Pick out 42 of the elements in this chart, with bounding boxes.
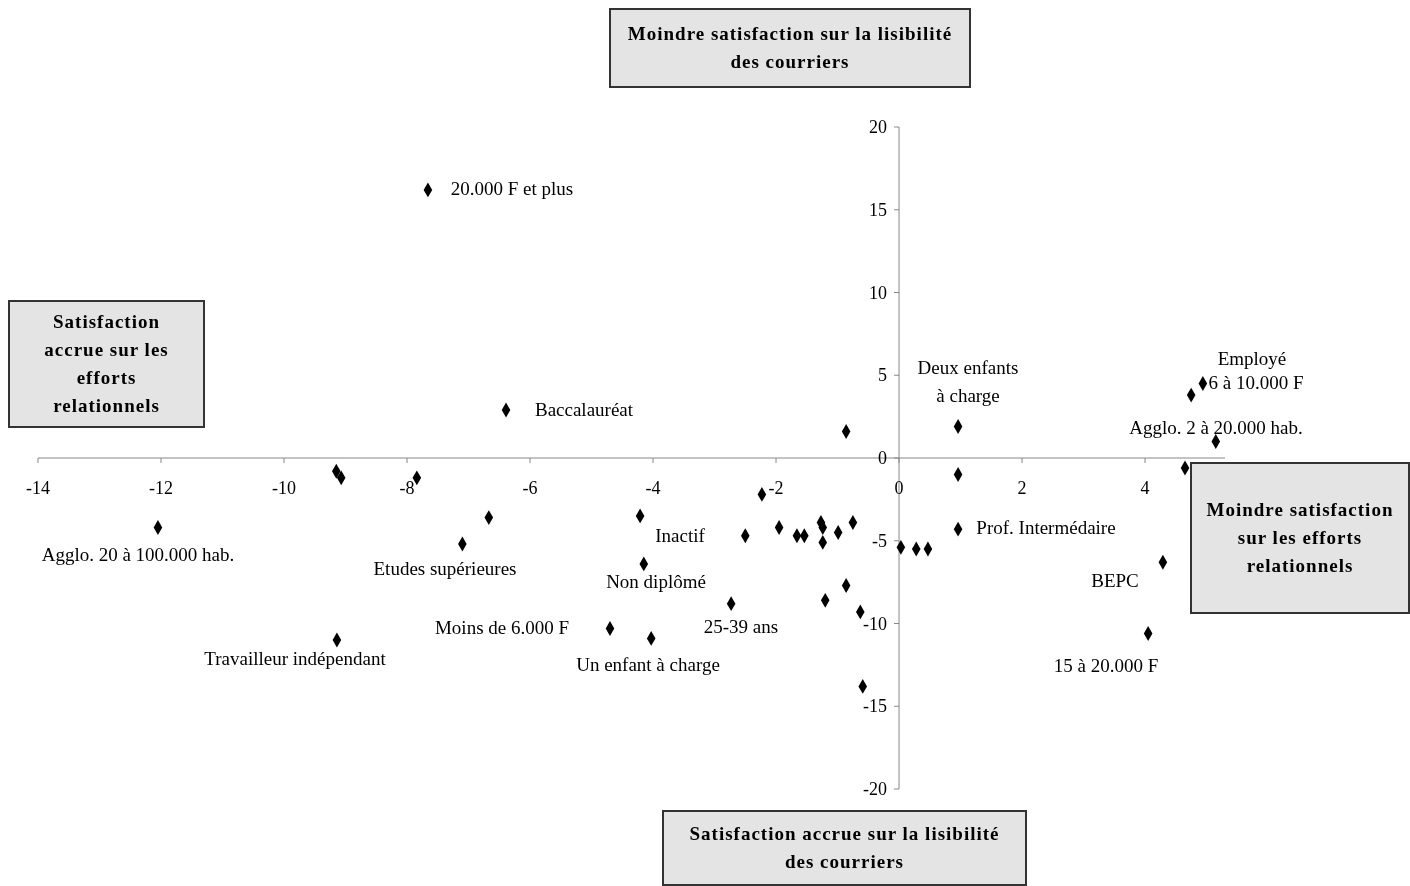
annotation: Un enfant à charge <box>576 654 720 675</box>
annotation: Baccalauréat <box>534 399 634 420</box>
text-box: Satisfaction accrue sur la lisibilité des courriers <box>662 810 1027 886</box>
annotation: 25-39 ans <box>703 616 779 637</box>
x-tick-label: -12 <box>149 478 174 498</box>
y-tick-label: 5 <box>878 365 888 386</box>
y-tick-label: -5 <box>872 530 888 551</box>
x-tick-label: -14 <box>26 478 50 498</box>
text-box: Moindre satisfaction sur les efforts relationnels <box>1190 462 1410 614</box>
annotation: Employé <box>1217 348 1287 369</box>
annotation: Agglo. 2 à 20.000 hab. <box>1129 417 1303 438</box>
annotation: Agglo. 20 à 100.000 hab. <box>41 544 235 565</box>
y-tick-label: 20 <box>869 117 888 137</box>
x-tick-label: -8 <box>399 478 415 498</box>
y-tick-label: 10 <box>869 282 888 303</box>
annotation: BEPC <box>1091 570 1139 591</box>
annotation: Travailleur indépendant <box>204 648 387 669</box>
y-tick-label: -20 <box>863 779 888 799</box>
x-tick-label: -10 <box>272 478 297 498</box>
annotation: Moins de 6.000 F <box>434 617 570 638</box>
x-tick-label: 2 <box>1017 478 1027 498</box>
x-tick-label: -6 <box>522 478 538 498</box>
text-box: Moindre satisfaction sur la lisibilité des courriers <box>609 8 971 88</box>
annotation: Non diplômé <box>606 571 706 592</box>
annotation: 20.000 F et plus <box>450 178 574 199</box>
y-tick-label: -15 <box>863 696 888 717</box>
annotation: 6 à 10.000 F <box>1208 372 1304 393</box>
x-tick-label: 0 <box>894 478 904 498</box>
annotation: Deux enfants à charge <box>917 357 1019 406</box>
annotation: Satisfaction accrue sur les efforts relationnels <box>43 310 170 418</box>
x-tick-label: -2 <box>768 478 784 498</box>
y-tick-label: -10 <box>863 613 888 634</box>
text-box: Satisfaction accrue sur les efforts relationnels <box>8 300 205 428</box>
annotation: Moindre satisfaction sur les efforts relationnels <box>1206 498 1394 578</box>
annotation: Inactif <box>655 525 706 546</box>
annotation: Etudes supérieures <box>373 558 517 579</box>
y-tick-label: 0 <box>878 448 888 468</box>
x-tick-label: 4 <box>1140 478 1150 498</box>
x-tick-label: -4 <box>645 478 661 498</box>
annotation: Prof. Intermédaire <box>976 517 1116 538</box>
y-tick-label: 15 <box>869 199 888 220</box>
annotation: 15 à 20.000 F <box>1053 655 1159 676</box>
